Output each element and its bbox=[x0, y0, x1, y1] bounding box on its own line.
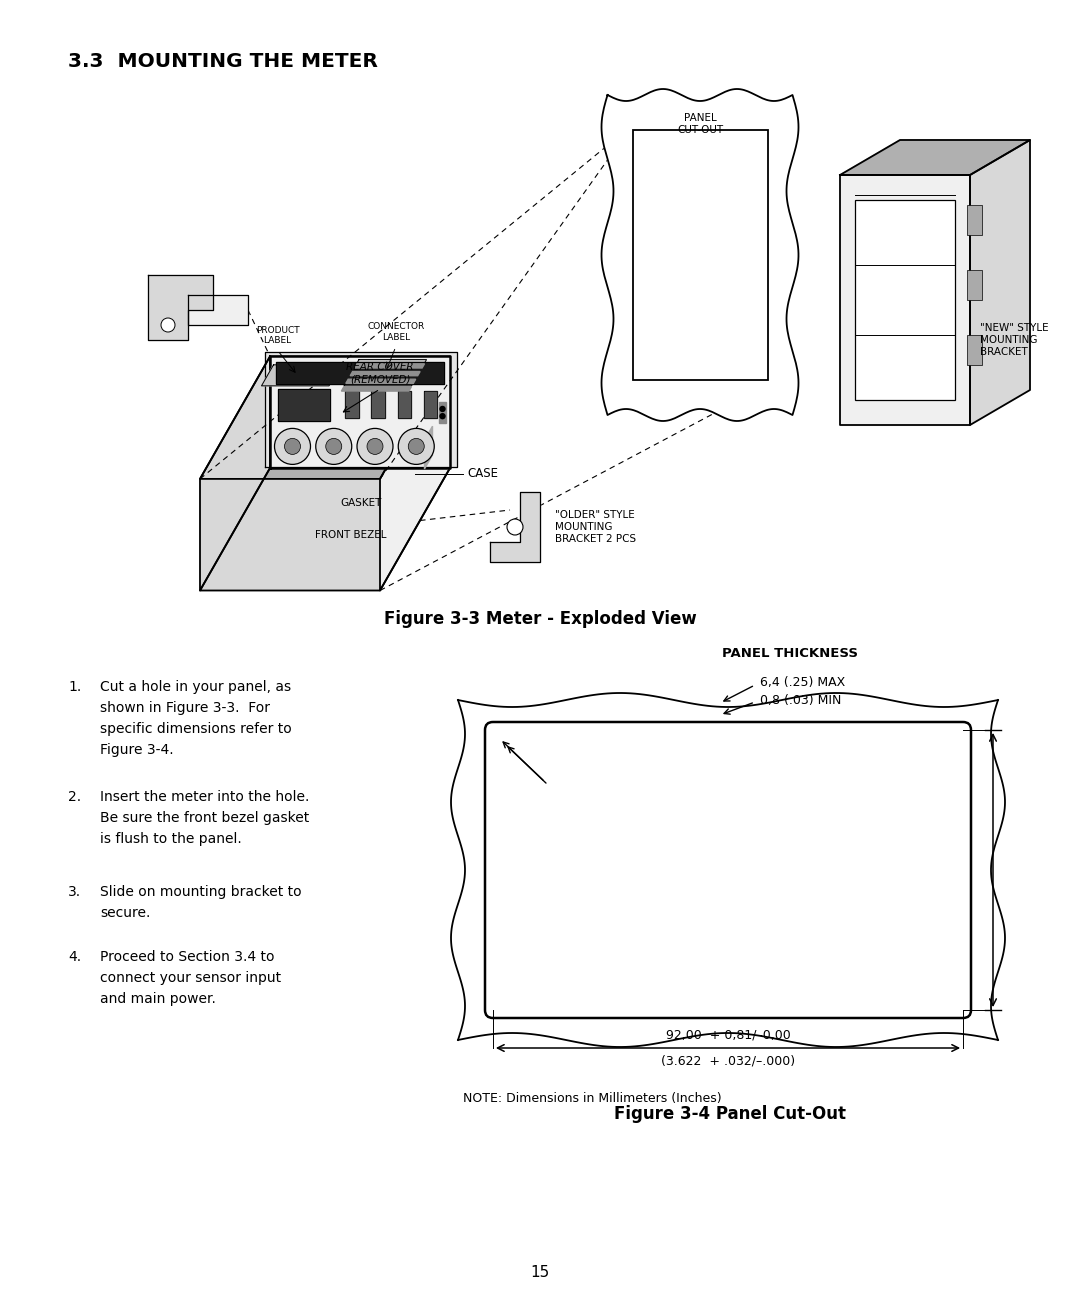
Circle shape bbox=[440, 414, 445, 418]
Circle shape bbox=[161, 319, 175, 332]
Polygon shape bbox=[438, 401, 446, 423]
Text: (.06): (.06) bbox=[546, 783, 573, 796]
Text: Slide on mounting bracket to: Slide on mounting bracket to bbox=[100, 885, 301, 899]
Polygon shape bbox=[602, 89, 798, 421]
Text: CASE: CASE bbox=[468, 467, 499, 480]
Text: 0,8 (.03) MIN: 0,8 (.03) MIN bbox=[760, 694, 841, 707]
Text: (3.622  + .032/–.000): (3.622 + .032/–.000) bbox=[661, 1054, 795, 1067]
Polygon shape bbox=[424, 426, 432, 469]
FancyBboxPatch shape bbox=[633, 130, 768, 380]
Text: Cut a hole in your panel, as: Cut a hole in your panel, as bbox=[100, 680, 292, 694]
Text: R: R bbox=[545, 758, 555, 772]
Polygon shape bbox=[188, 295, 248, 325]
Bar bbox=[967, 336, 982, 364]
Text: Figure 3-4.: Figure 3-4. bbox=[100, 743, 174, 756]
Text: 15: 15 bbox=[530, 1265, 550, 1280]
Text: 45,00  + 0,61/-0,00: 45,00 + 0,61/-0,00 bbox=[676, 850, 799, 863]
Polygon shape bbox=[350, 371, 420, 376]
Text: Insert the meter into the hole.: Insert the meter into the hole. bbox=[100, 791, 309, 804]
Circle shape bbox=[440, 406, 445, 412]
Polygon shape bbox=[200, 357, 450, 479]
Text: 3.3  MOUNTING THE METER: 3.3 MOUNTING THE METER bbox=[68, 52, 378, 71]
Text: 4.: 4. bbox=[68, 950, 81, 964]
Text: "NEW" STYLE
MOUNTING
BRACKET: "NEW" STYLE MOUNTING BRACKET bbox=[980, 324, 1049, 357]
Text: (1.772  + .024/–.000): (1.772 + .024/–.000) bbox=[671, 878, 806, 891]
Bar bbox=[967, 205, 982, 235]
Polygon shape bbox=[345, 359, 427, 385]
Text: CONNECTOR
LABEL: CONNECTOR LABEL bbox=[367, 323, 424, 342]
Text: and main power.: and main power. bbox=[100, 992, 216, 1006]
Text: 1.: 1. bbox=[68, 680, 81, 694]
Text: GASKET: GASKET bbox=[340, 498, 381, 507]
Circle shape bbox=[274, 429, 311, 464]
FancyBboxPatch shape bbox=[855, 201, 955, 400]
Polygon shape bbox=[372, 391, 384, 418]
Polygon shape bbox=[354, 364, 424, 368]
Text: specific dimensions refer to: specific dimensions refer to bbox=[100, 722, 292, 735]
Text: 2.: 2. bbox=[68, 791, 81, 804]
Circle shape bbox=[284, 438, 300, 455]
Text: PRODUCT
LABEL: PRODUCT LABEL bbox=[256, 326, 299, 345]
Text: "OLDER" STYLE
MOUNTING
BRACKET 2 PCS: "OLDER" STYLE MOUNTING BRACKET 2 PCS bbox=[555, 510, 636, 544]
Bar bbox=[967, 270, 982, 300]
Polygon shape bbox=[276, 362, 444, 384]
Circle shape bbox=[357, 429, 393, 464]
Text: Be sure the front bezel gasket: Be sure the front bezel gasket bbox=[100, 812, 309, 825]
Circle shape bbox=[507, 519, 523, 535]
Text: shown in Figure 3-3.  For: shown in Figure 3-3. For bbox=[100, 701, 270, 714]
Polygon shape bbox=[265, 351, 457, 467]
Circle shape bbox=[408, 438, 424, 455]
Polygon shape bbox=[346, 379, 416, 383]
Text: Figure 3-3 Meter - Exploded View: Figure 3-3 Meter - Exploded View bbox=[383, 610, 697, 628]
Text: PANEL
CUT-OUT: PANEL CUT-OUT bbox=[677, 113, 724, 135]
Circle shape bbox=[399, 429, 434, 464]
Polygon shape bbox=[261, 364, 341, 385]
Polygon shape bbox=[148, 275, 213, 340]
Text: 1,5: 1,5 bbox=[557, 758, 575, 768]
Polygon shape bbox=[278, 389, 330, 421]
Text: 6,4 (.25) MAX: 6,4 (.25) MAX bbox=[760, 675, 846, 688]
Text: 4 PLCS: 4 PLCS bbox=[523, 802, 566, 815]
Polygon shape bbox=[270, 357, 450, 468]
Text: Proceed to Section 3.4 to: Proceed to Section 3.4 to bbox=[100, 950, 274, 964]
Text: 92,00  + 0,81/–0,00: 92,00 + 0,81/–0,00 bbox=[665, 1029, 791, 1042]
Text: is flush to the panel.: is flush to the panel. bbox=[100, 832, 242, 846]
Text: FRONT BEZEL: FRONT BEZEL bbox=[315, 530, 387, 540]
Polygon shape bbox=[840, 174, 970, 425]
FancyBboxPatch shape bbox=[485, 722, 971, 1019]
Polygon shape bbox=[380, 357, 450, 590]
Polygon shape bbox=[840, 140, 1030, 174]
Polygon shape bbox=[970, 140, 1030, 425]
Text: connect your sensor input: connect your sensor input bbox=[100, 971, 281, 985]
Polygon shape bbox=[341, 387, 411, 391]
Polygon shape bbox=[345, 391, 359, 418]
Text: Figure 3-4 Panel Cut-Out: Figure 3-4 Panel Cut-Out bbox=[615, 1105, 846, 1124]
Polygon shape bbox=[200, 357, 270, 590]
Text: REAR COVER
(REMOVED): REAR COVER (REMOVED) bbox=[347, 362, 414, 384]
Circle shape bbox=[326, 438, 341, 455]
Text: NOTE: Dimensions in Millimeters (Inches): NOTE: Dimensions in Millimeters (Inches) bbox=[463, 1092, 721, 1105]
Circle shape bbox=[315, 429, 352, 464]
Polygon shape bbox=[490, 492, 540, 562]
Text: secure.: secure. bbox=[100, 906, 150, 920]
Polygon shape bbox=[423, 391, 437, 418]
Polygon shape bbox=[200, 468, 450, 590]
Circle shape bbox=[367, 438, 383, 455]
Text: 3.: 3. bbox=[68, 885, 81, 899]
Polygon shape bbox=[397, 391, 411, 418]
Text: PANEL THICKNESS: PANEL THICKNESS bbox=[723, 648, 858, 659]
